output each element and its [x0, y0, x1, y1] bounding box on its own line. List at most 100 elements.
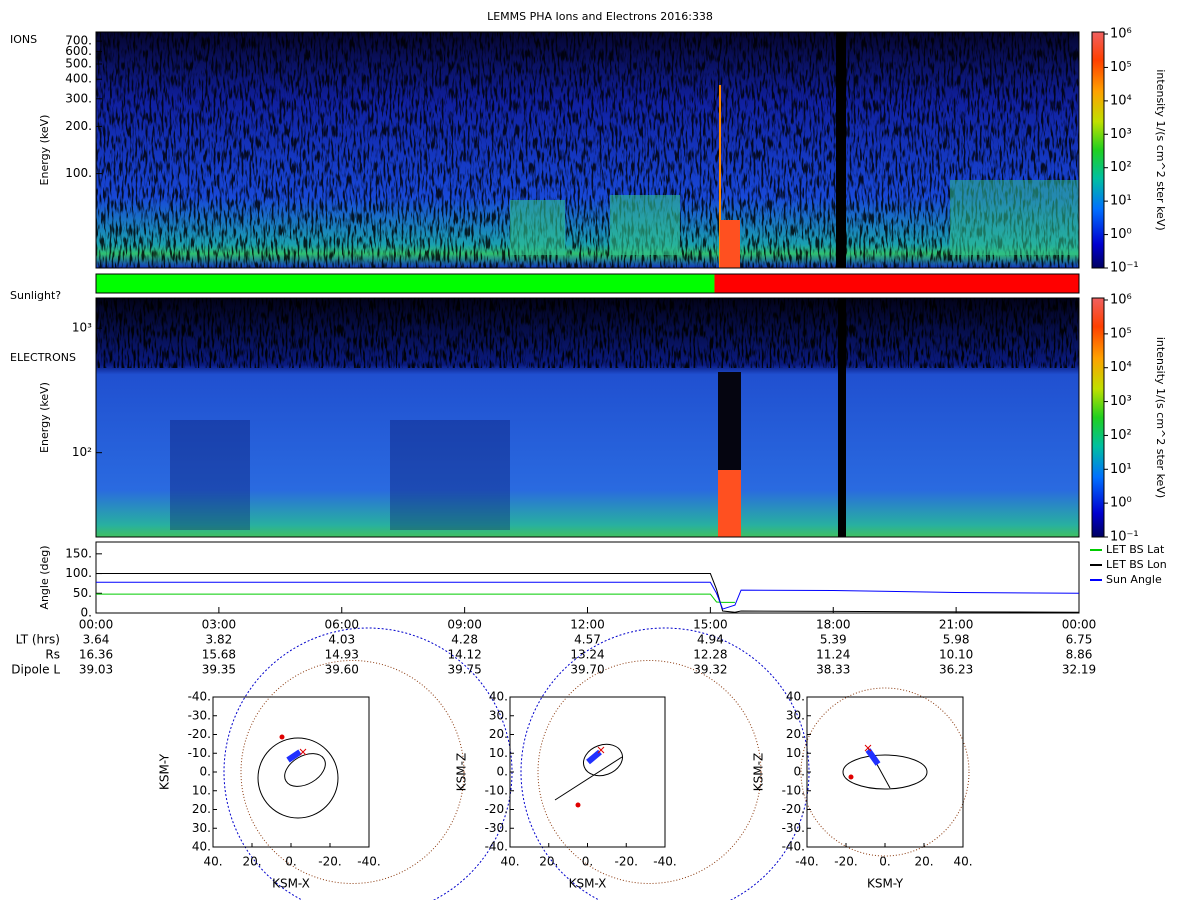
y-tick-label: 10. [192, 783, 211, 797]
panel-label: ELECTRONS [10, 351, 76, 364]
y-tick-label: 20. [489, 727, 508, 741]
x-tick-label: 00:00 [1062, 618, 1097, 632]
y-tick-label: -20. [782, 802, 805, 816]
y-tick-label: 20. [786, 727, 805, 741]
x-tick-label: 20. [242, 855, 261, 869]
colorbar-tick-label: 10⁰ [1110, 227, 1132, 242]
x-tick-label: 12:00 [570, 618, 605, 632]
y-tick-label: -10. [782, 783, 805, 797]
y-tick-label: -20. [188, 727, 211, 741]
ephemeris-value: 4.57 [574, 633, 601, 647]
colorbar-tick-label: 10⁰ [1110, 496, 1132, 511]
ephemeris-value: 14.12 [447, 648, 481, 662]
y-tick-label: -30. [485, 821, 508, 835]
panel-label: Sunlight? [10, 289, 61, 302]
colorbar-title: intensity 1/(s cm^2 ster keV) [1154, 337, 1167, 498]
y-tick-label: -20. [485, 802, 508, 816]
y-axis-title: KSM-Z [455, 753, 469, 791]
y-tick-label: -40. [782, 840, 805, 854]
y-axis-title: KSM-Y [158, 753, 172, 790]
ephemeris-value: 5.98 [943, 633, 970, 647]
series-line [96, 593, 735, 603]
y-tick-label: 10. [786, 746, 805, 760]
y-tick-label: 300. [65, 91, 92, 105]
x-tick-label: 21:00 [939, 618, 974, 632]
y-axis-title: KSM-Z [752, 753, 766, 791]
y-tick-label: 0. [794, 765, 805, 779]
ephemeris-value: 13.24 [570, 648, 604, 662]
y-tick-label: -10. [188, 746, 211, 760]
x-tick-label: -40. [357, 855, 380, 869]
y-tick-label: 20. [192, 802, 211, 816]
colorbar-tick-label: 10¹ [1110, 462, 1132, 477]
x-tick-label: 0. [285, 855, 296, 869]
x-axis-title: KSM-Y [867, 877, 904, 891]
y-tick-label: 10² [72, 445, 92, 459]
y-tick-label: 30. [489, 708, 508, 722]
ephemeris-value: 39.70 [570, 663, 604, 677]
sunlight-segment [714, 274, 1079, 293]
ephemeris-value: 6.75 [1066, 633, 1093, 647]
y-tick-label: 150. [65, 546, 92, 560]
y-tick-label: 40. [489, 690, 508, 704]
y-tick-label: 50. [73, 586, 92, 600]
x-tick-label: 09:00 [447, 618, 482, 632]
y-tick-label: 10³ [72, 321, 92, 335]
y-tick-label: -10. [485, 783, 508, 797]
ephemeris-value: 12.28 [693, 648, 727, 662]
x-tick-label: -40. [795, 855, 818, 869]
ephemeris-value: 39.03 [79, 663, 113, 677]
ephemeris-row-label: LT (hrs) [16, 633, 60, 647]
panel-frame [95, 31, 1080, 269]
y-tick-label: 10. [489, 746, 508, 760]
ephemeris-value: 32.19 [1062, 663, 1096, 677]
colorbar-tick-label: 10² [1110, 428, 1132, 443]
colorbar-title: intensity 1/(s cm^2 ster keV) [1154, 69, 1167, 230]
panel-frame [806, 696, 964, 848]
sunlight-segment [96, 274, 715, 293]
x-tick-label: 00:00 [79, 618, 114, 632]
x-tick-label: 40. [500, 855, 519, 869]
y-tick-label: 40. [786, 690, 805, 704]
x-tick-label: 18:00 [816, 618, 851, 632]
y-tick-label: 500. [65, 57, 92, 71]
panel-label: IONS [10, 33, 37, 46]
colorbar-tick-label: 10⁵ [1110, 326, 1132, 341]
x-tick-label: -20. [615, 855, 638, 869]
ephemeris-value: 16.36 [79, 648, 113, 662]
colorbar-tick-label: 10³ [1110, 127, 1132, 142]
panel-frame [212, 696, 370, 848]
x-tick-label: 03:00 [202, 618, 237, 632]
y-tick-label: 30. [786, 708, 805, 722]
legend-label: Sun Angle [1106, 573, 1162, 586]
ephemeris-value: 3.82 [206, 633, 233, 647]
y-tick-label: -30. [782, 821, 805, 835]
ephemeris-value: 3.64 [83, 633, 110, 647]
y-tick-label: 0. [497, 765, 508, 779]
electron-spectrogram-image [96, 298, 1079, 537]
x-tick-label: -20. [834, 855, 857, 869]
ephemeris-value: 39.35 [202, 663, 236, 677]
colorbar-tick-label: 10⁴ [1110, 360, 1132, 375]
colorbar-tick-label: 10³ [1110, 394, 1132, 409]
ephemeris-value: 8.86 [1066, 648, 1093, 662]
colorbar-tick-label: 10⁵ [1110, 60, 1132, 75]
y-tick-label: 700. [65, 34, 92, 48]
y-tick-label: -30. [188, 708, 211, 722]
y-tick-label: 0. [200, 765, 211, 779]
ephemeris-value: 4.28 [451, 633, 478, 647]
x-tick-label: 20. [914, 855, 933, 869]
panel-frame [95, 541, 1080, 614]
ephemeris-value: 36.23 [939, 663, 973, 677]
ephemeris-value: 39.32 [693, 663, 727, 677]
colorbar [1091, 297, 1105, 538]
y-axis-title: Angle (deg) [38, 545, 51, 609]
ephemeris-value: 4.03 [328, 633, 355, 647]
y-tick-label: 600. [65, 44, 92, 58]
figure-title: LEMMS PHA Ions and Electrons 2016:338 [487, 10, 713, 23]
colorbar-tick-label: 10⁻¹ [1110, 261, 1139, 276]
y-tick-label: 30. [192, 821, 211, 835]
x-tick-label: 40. [953, 855, 972, 869]
colorbar-tick-label: 10⁶ [1110, 27, 1132, 42]
y-tick-label: 100. [65, 566, 92, 580]
